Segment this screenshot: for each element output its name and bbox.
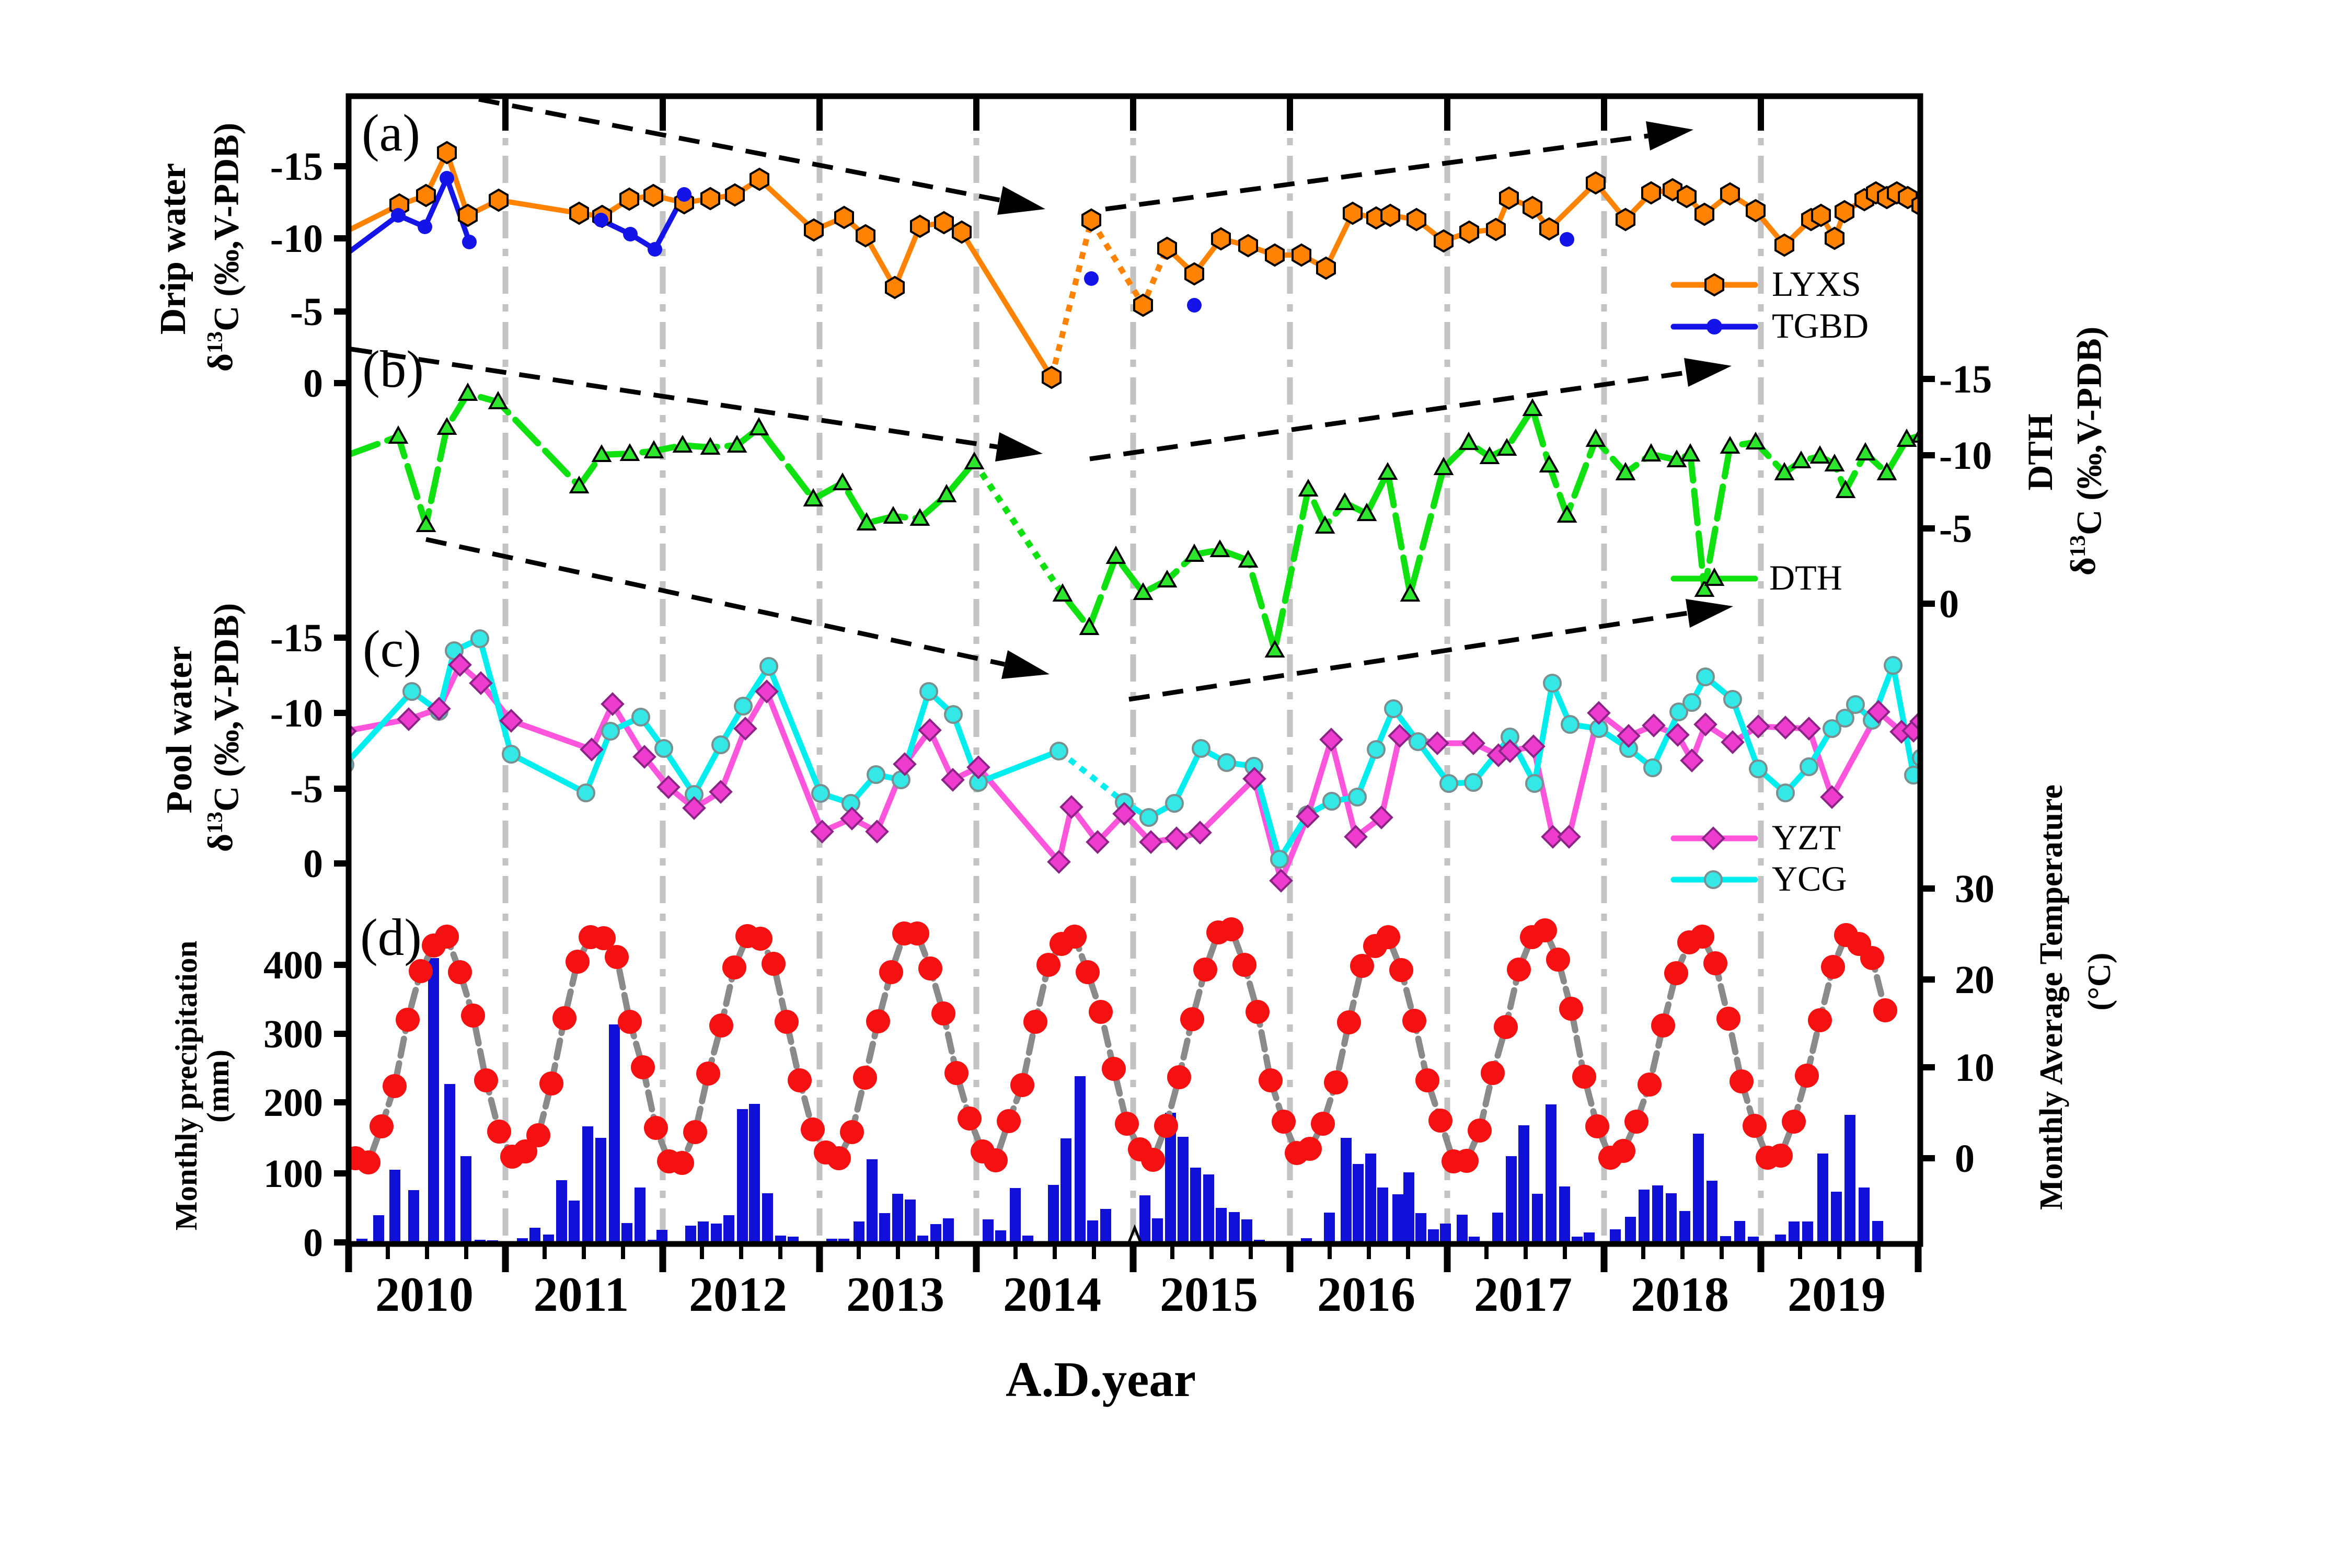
svg-text:0: 0 xyxy=(303,842,323,886)
svg-text:2019: 2019 xyxy=(1788,1267,1886,1322)
svg-text:Monthly Average Temperature: Monthly Average Temperature xyxy=(2034,785,2069,1210)
svg-text:0: 0 xyxy=(1939,582,1959,626)
svg-text:A.D.year: A.D.year xyxy=(1006,1352,1196,1407)
svg-text:DTH: DTH xyxy=(2020,413,2060,490)
svg-text:100: 100 xyxy=(263,1152,323,1196)
svg-text:DTH: DTH xyxy=(1769,558,1842,597)
svg-text:TGBD: TGBD xyxy=(1772,306,1869,345)
svg-text:-15: -15 xyxy=(270,616,323,660)
svg-text:δ13C (‰,V-PDB): δ13C (‰,V-PDB) xyxy=(200,603,246,852)
svg-text:2014: 2014 xyxy=(1003,1267,1101,1322)
svg-text:2016: 2016 xyxy=(1317,1267,1415,1322)
svg-text:200: 200 xyxy=(263,1081,323,1125)
svg-text:2010: 2010 xyxy=(375,1267,474,1322)
svg-text:(°C): (°C) xyxy=(2082,953,2117,1011)
svg-text:-5: -5 xyxy=(290,290,323,334)
svg-text:-10: -10 xyxy=(270,691,323,735)
svg-text:LYXS: LYXS xyxy=(1772,264,1861,304)
svg-text:-5: -5 xyxy=(1939,507,1972,551)
svg-text:0: 0 xyxy=(1955,1137,1975,1181)
svg-text:-5: -5 xyxy=(290,767,323,811)
svg-text:2012: 2012 xyxy=(689,1267,787,1322)
svg-text:20: 20 xyxy=(1955,958,1994,1002)
svg-text:2011: 2011 xyxy=(534,1267,629,1322)
svg-text:-10: -10 xyxy=(1939,434,1992,478)
svg-text:30: 30 xyxy=(1955,867,1994,911)
svg-text:δ13C (‰,V-PDB): δ13C (‰,V-PDB) xyxy=(2063,327,2109,576)
svg-text:Pool water: Pool water xyxy=(159,646,200,814)
svg-text:0: 0 xyxy=(303,362,323,406)
svg-text:400: 400 xyxy=(263,943,323,987)
svg-text:(b): (b) xyxy=(362,340,424,398)
svg-text:YCG: YCG xyxy=(1772,859,1847,898)
svg-text:2018: 2018 xyxy=(1631,1267,1729,1322)
svg-text:300: 300 xyxy=(263,1012,323,1056)
svg-text:10: 10 xyxy=(1955,1046,1994,1090)
svg-text:2015: 2015 xyxy=(1160,1267,1258,1322)
svg-text:-10: -10 xyxy=(270,217,323,261)
svg-text:-15: -15 xyxy=(270,145,323,189)
svg-text:(a): (a) xyxy=(362,103,420,162)
svg-text:(d): (d) xyxy=(360,908,422,966)
svg-text:(mm): (mm) xyxy=(201,1050,235,1123)
svg-text:Monthly precipitation: Monthly precipitation xyxy=(169,941,203,1231)
svg-text:2017: 2017 xyxy=(1474,1267,1572,1322)
svg-text:2013: 2013 xyxy=(846,1267,944,1322)
svg-text:(c): (c) xyxy=(363,619,421,678)
svg-text:-15: -15 xyxy=(1939,358,1992,401)
svg-text:YZT: YZT xyxy=(1772,817,1841,857)
svg-text:Drip water: Drip water xyxy=(153,163,193,335)
svg-text:0: 0 xyxy=(303,1221,323,1265)
svg-text:δ13C (‰,V-PDB): δ13C (‰,V-PDB) xyxy=(200,123,246,372)
